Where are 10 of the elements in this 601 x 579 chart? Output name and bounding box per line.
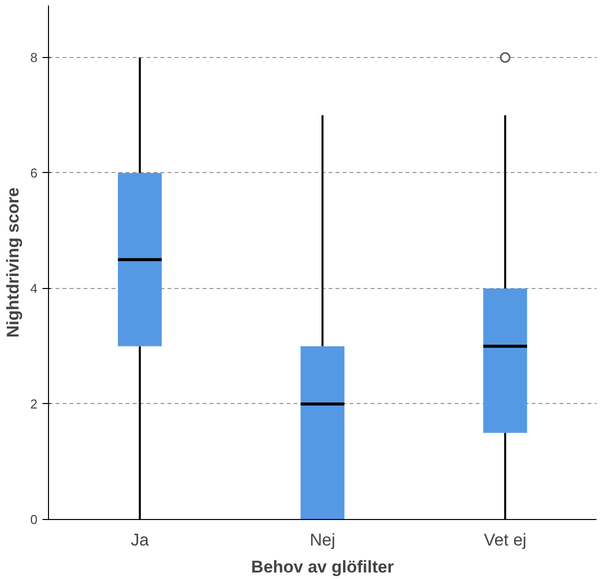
y-axis-title: Nightdriving score	[3, 187, 22, 338]
y-tick-label: 4	[30, 280, 38, 296]
x-tick-label: Nej	[310, 530, 336, 550]
x-tick-label: Vet ej	[484, 530, 526, 550]
y-tick-label: 0	[30, 512, 38, 527]
y-tick-label: 8	[30, 50, 38, 65]
y-tick-label: 6	[30, 165, 38, 180]
x-tick-label: Ja	[130, 530, 150, 550]
x-axis-title: Behov av glöfilter	[251, 558, 394, 576]
y-tick-label: 2	[30, 396, 38, 412]
